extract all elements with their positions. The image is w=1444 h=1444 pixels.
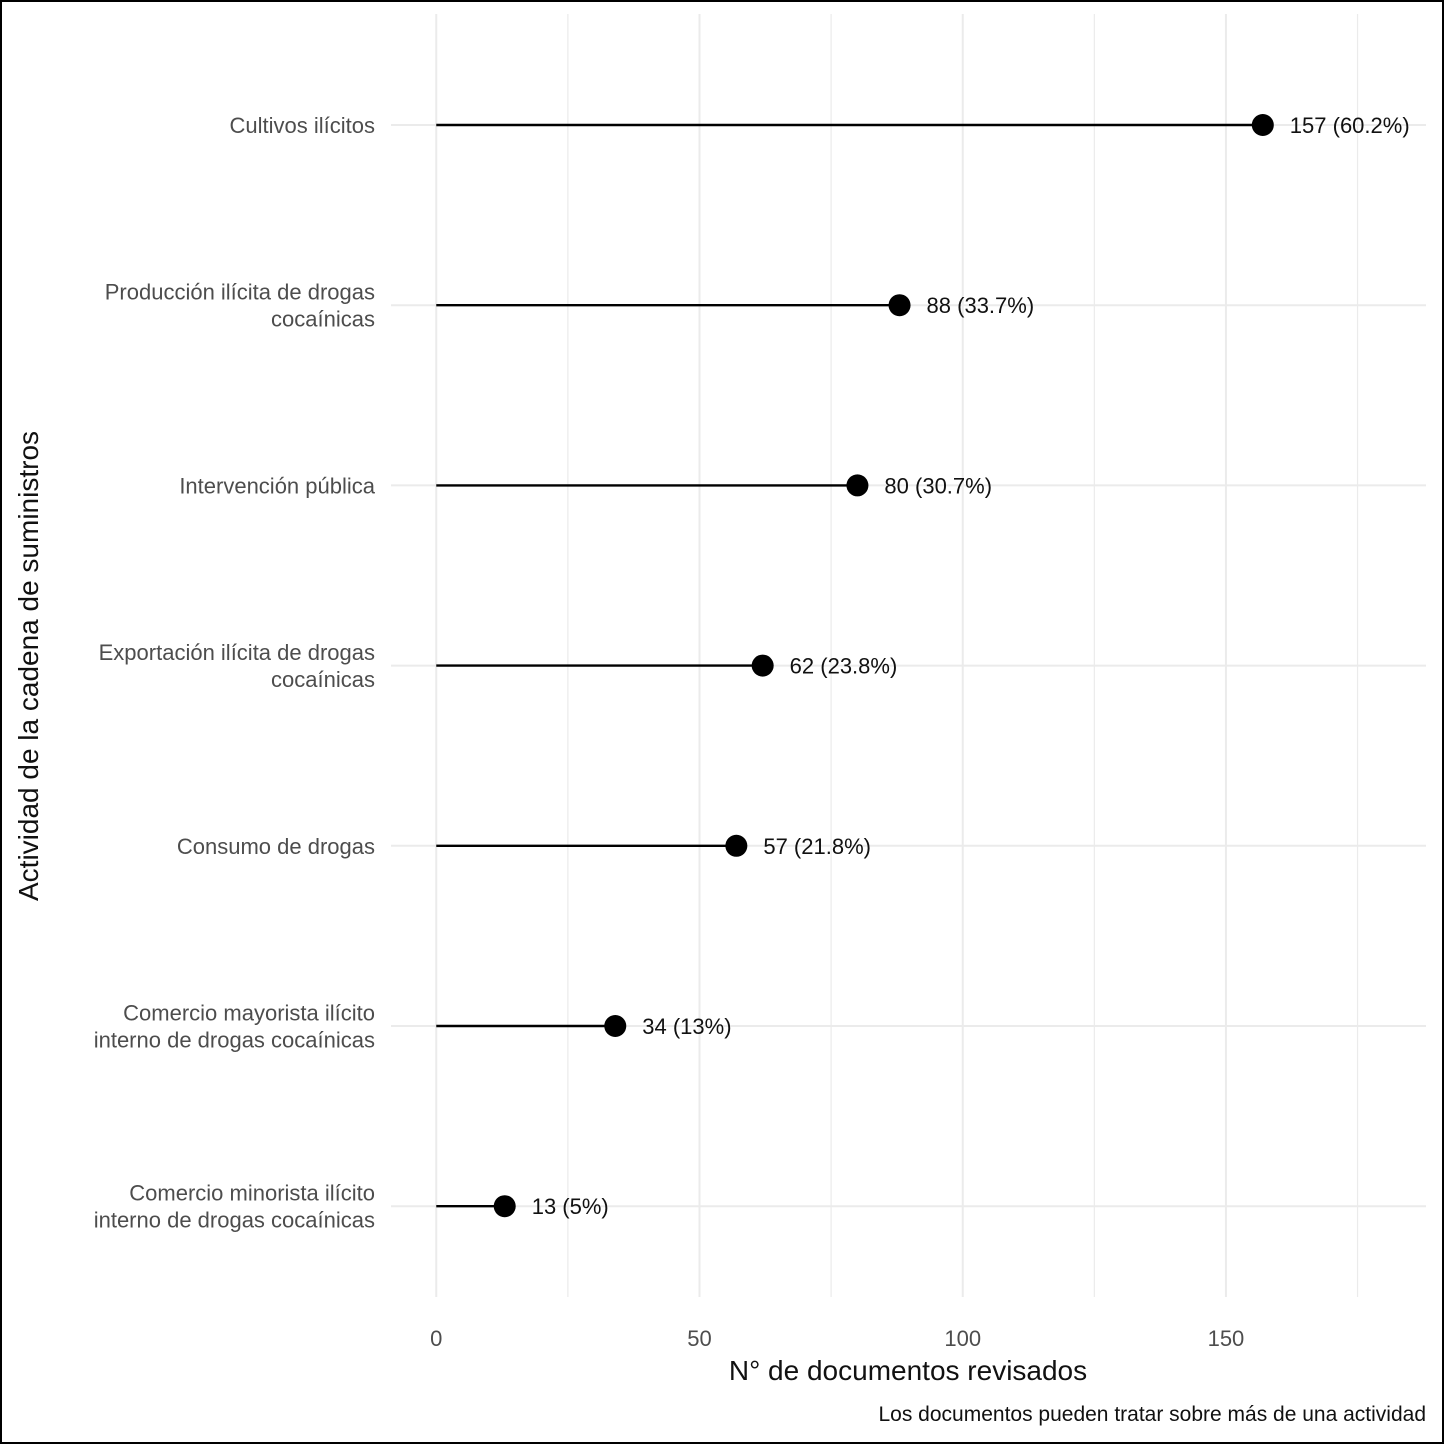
- category-label-line: interno de drogas cocaínicas: [94, 1028, 375, 1053]
- lollipop-point: [751, 654, 774, 677]
- data-label: 34 (13%): [642, 1014, 731, 1039]
- lollipop-point: [888, 294, 911, 317]
- category-label-line: Exportación ilícita de drogas: [99, 640, 375, 665]
- x-axis-title: N° de documentos revisados: [729, 1355, 1087, 1386]
- x-tick-label: 50: [687, 1326, 711, 1351]
- chart-caption: Los documentos pueden tratar sobre más d…: [878, 1403, 1426, 1426]
- lollipop-point: [846, 474, 869, 497]
- data-label: 80 (30.7%): [884, 473, 992, 498]
- y-axis-title: Actividad de la cadena de suministros: [13, 431, 44, 901]
- category-label: Comercio minorista ilícito interno de dro…: [94, 1181, 375, 1233]
- category-label-line: Comercio mayorista ilícito: [123, 1001, 375, 1026]
- category-label: Consumo de drogas: [177, 834, 375, 859]
- category-label-line: Intervención pública: [179, 473, 375, 498]
- category-label: Producción ilícita de drogas cocaínicas: [105, 280, 375, 332]
- category-label-line: Consumo de drogas: [177, 834, 375, 859]
- x-tick-label: 0: [430, 1326, 442, 1351]
- data-label: 57 (21.8%): [763, 834, 871, 859]
- data-label: 13 (5%): [532, 1194, 609, 1219]
- category-label-line: Comercio minorista ilícito: [129, 1181, 375, 1206]
- category-label-line: cocaínicas: [271, 307, 375, 332]
- category-label-line: Producción ilícita de drogas: [105, 280, 375, 305]
- lollipop-point: [493, 1195, 516, 1218]
- category-label: Cultivos ilícitos: [230, 113, 375, 138]
- category-label: Exportación ilícita de drogas cocaínicas: [99, 640, 375, 692]
- category-label-line: Cultivos ilícitos: [230, 113, 375, 138]
- lollipop-point: [1251, 114, 1274, 136]
- category-label-line: interno de drogas cocaínicas: [94, 1208, 375, 1233]
- grid: [391, 14, 1426, 1297]
- labels: 0 50 100 150 157 (60.2%) Cultivos ilícitos 88 …: [94, 113, 1410, 1351]
- category-label: Intervención pública: [179, 473, 375, 498]
- x-tick-label: 100: [944, 1326, 981, 1351]
- category-label-line: cocaínicas: [271, 667, 375, 692]
- data-label: 157 (60.2%): [1290, 113, 1410, 138]
- data-label: 88 (33.7%): [927, 293, 1035, 318]
- data-label: 62 (23.8%): [790, 654, 898, 679]
- lollipop-point: [725, 834, 748, 857]
- category-label: Comercio mayorista ilícito interno de dro…: [94, 1001, 375, 1053]
- x-tick-label: 150: [1208, 1326, 1245, 1351]
- marks: [436, 114, 1274, 1218]
- lollipop-point: [604, 1015, 627, 1037]
